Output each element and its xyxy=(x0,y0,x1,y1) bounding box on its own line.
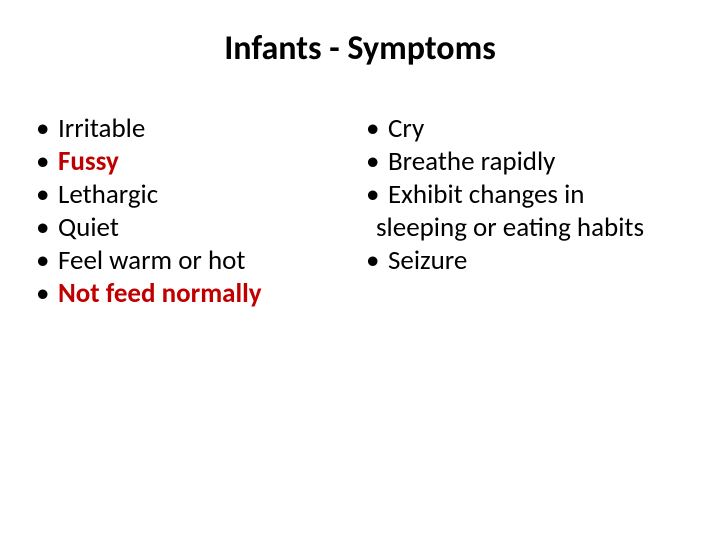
slide-title: Infants - Symptoms xyxy=(36,28,684,69)
list-item: Irritable xyxy=(36,113,354,144)
list-item: Feel warm or hot xyxy=(36,245,354,276)
item-text: Not feed normally xyxy=(58,277,262,310)
item-text: Seizure xyxy=(388,244,467,277)
right-column: CryBreathe rapidlyExhibit changes inslee… xyxy=(366,113,684,311)
list-item: Fussy xyxy=(36,146,354,177)
columns-wrapper: IrritableFussyLethargicQuietFeel warm or… xyxy=(36,113,684,311)
item-text: Breathe rapidly xyxy=(388,145,555,178)
list-item: Lethargic xyxy=(36,179,354,210)
item-text: Cry xyxy=(388,112,424,145)
left-column: IrritableFussyLethargicQuietFeel warm or… xyxy=(36,113,354,311)
item-text: Irritable xyxy=(58,112,145,145)
item-text: Lethargic xyxy=(58,178,158,211)
left-bullet-list: IrritableFussyLethargicQuietFeel warm or… xyxy=(36,113,354,309)
list-item: Exhibit changes in xyxy=(366,179,684,210)
item-text: Feel warm or hot xyxy=(58,244,245,277)
list-item: Not feed normally xyxy=(36,278,354,309)
list-item: Seizure xyxy=(366,245,684,276)
list-item-continuation: sleeping or eating habits xyxy=(366,212,684,243)
list-item: Cry xyxy=(366,113,684,144)
slide-container: Infants - Symptoms IrritableFussyLetharg… xyxy=(0,0,720,540)
right-bullet-list: CryBreathe rapidlyExhibit changes inslee… xyxy=(366,113,684,276)
item-text: Exhibit changes in xyxy=(388,178,584,211)
list-item: Breathe rapidly xyxy=(366,146,684,177)
item-text: Quiet xyxy=(58,211,119,244)
item-text: Fussy xyxy=(58,145,119,178)
list-item: Quiet xyxy=(36,212,354,243)
